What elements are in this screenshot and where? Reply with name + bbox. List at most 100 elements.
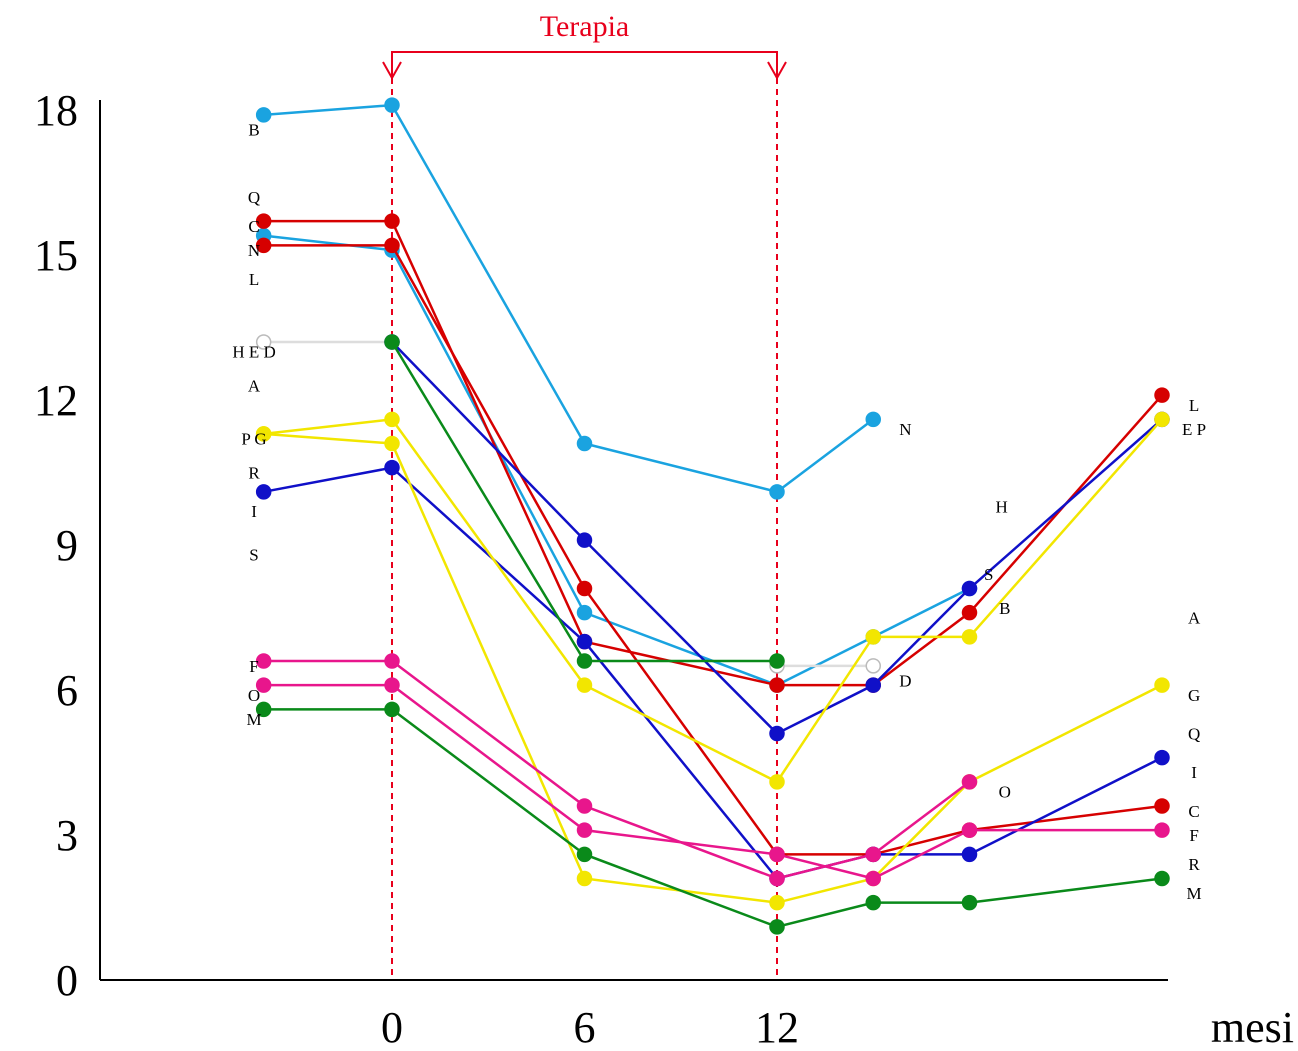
x-tick-label: 0 bbox=[381, 1003, 403, 1051]
data-point bbox=[865, 870, 881, 887]
data-point bbox=[576, 435, 593, 452]
series-line bbox=[263, 234, 971, 687]
patient-label: M bbox=[246, 710, 261, 729]
data-point bbox=[1154, 822, 1170, 838]
data-point bbox=[576, 633, 593, 650]
patient-label: S bbox=[249, 546, 258, 565]
patient-label: A bbox=[1188, 609, 1201, 628]
data-point bbox=[255, 701, 272, 718]
patient-label: L bbox=[249, 270, 259, 289]
data-point bbox=[576, 677, 593, 693]
data-point bbox=[576, 653, 593, 669]
patient-label: B bbox=[248, 120, 259, 139]
x-tick-label: 6 bbox=[574, 1003, 596, 1051]
data-point bbox=[769, 774, 785, 790]
series-12 bbox=[255, 653, 978, 887]
series-line bbox=[263, 103, 875, 494]
data-point bbox=[1154, 387, 1170, 403]
patient-label: I bbox=[1191, 763, 1197, 782]
series-13 bbox=[255, 677, 1170, 887]
data-point bbox=[255, 484, 272, 500]
x-axis-label: mesi bbox=[1211, 1003, 1294, 1051]
patient-label: R bbox=[248, 464, 260, 483]
data-point bbox=[255, 653, 272, 669]
data-point bbox=[865, 658, 881, 674]
patient-label: D bbox=[899, 671, 911, 690]
data-point bbox=[255, 426, 272, 442]
data-point bbox=[865, 677, 881, 693]
therapy-arrow-left bbox=[382, 61, 402, 81]
patient-label: H bbox=[995, 497, 1007, 516]
patient-label: C bbox=[248, 217, 259, 236]
therapy-arrow-right bbox=[767, 61, 787, 81]
data-point bbox=[769, 484, 785, 500]
data-point bbox=[865, 629, 881, 645]
data-point bbox=[865, 846, 881, 863]
y-tick-label: 18 bbox=[34, 86, 78, 135]
data-point bbox=[1154, 870, 1170, 887]
data-point bbox=[769, 846, 785, 863]
data-point bbox=[384, 653, 400, 669]
data-point bbox=[1154, 411, 1170, 428]
y-tick-label: 15 bbox=[34, 231, 78, 280]
therapy-label: Terapia bbox=[540, 10, 630, 43]
data-point bbox=[384, 677, 400, 693]
data-point bbox=[576, 846, 593, 863]
series-6 bbox=[255, 459, 1170, 887]
y-tick-label: 6 bbox=[56, 666, 78, 715]
patient-label: N bbox=[899, 420, 911, 439]
patient-label: F bbox=[249, 657, 258, 676]
series-8 bbox=[255, 411, 1170, 790]
data-point bbox=[576, 580, 593, 597]
data-point bbox=[384, 411, 400, 428]
data-point bbox=[769, 919, 785, 935]
series-layer bbox=[255, 97, 1170, 935]
data-point bbox=[384, 459, 400, 476]
series-5 bbox=[255, 334, 881, 674]
data-point bbox=[769, 870, 785, 887]
series-line bbox=[263, 244, 1163, 856]
series-3 bbox=[255, 213, 1170, 693]
patient-label: P G bbox=[241, 430, 266, 449]
data-point bbox=[961, 822, 978, 838]
data-point bbox=[255, 677, 272, 693]
data-point bbox=[769, 677, 785, 693]
therapy-layer: Terapia bbox=[382, 10, 787, 980]
data-point bbox=[961, 580, 978, 597]
data-point bbox=[865, 894, 881, 911]
y-tick-label: 0 bbox=[56, 956, 78, 1005]
data-point bbox=[384, 237, 400, 254]
patient-label: L bbox=[1189, 396, 1199, 415]
series-11 bbox=[255, 701, 1170, 935]
patient-label: B bbox=[999, 599, 1010, 618]
data-point bbox=[255, 334, 272, 350]
data-point bbox=[769, 894, 785, 911]
data-point bbox=[576, 798, 593, 814]
series-4 bbox=[255, 237, 1170, 863]
series-2 bbox=[255, 227, 978, 693]
data-point bbox=[576, 532, 593, 548]
data-point bbox=[961, 774, 978, 790]
patient-label: C bbox=[1188, 802, 1199, 821]
patient-label: I bbox=[251, 502, 257, 521]
data-point bbox=[1154, 798, 1170, 814]
patient-label: E P bbox=[1182, 420, 1206, 439]
patient-label: Q bbox=[1188, 725, 1200, 744]
data-point bbox=[255, 107, 272, 123]
y-tick-label: 9 bbox=[56, 521, 78, 570]
series-1 bbox=[255, 97, 881, 500]
data-point bbox=[961, 629, 978, 645]
patient-label: O bbox=[999, 783, 1011, 802]
data-point bbox=[576, 870, 593, 887]
therapy-bracket bbox=[391, 51, 778, 78]
data-point bbox=[1154, 677, 1170, 693]
y-tick-label: 12 bbox=[34, 376, 78, 425]
patient-label: M bbox=[1187, 884, 1202, 903]
data-point bbox=[961, 894, 978, 911]
series-line bbox=[263, 659, 971, 880]
data-point bbox=[769, 653, 785, 669]
patient-label: A bbox=[248, 377, 261, 396]
patient-label: Q bbox=[248, 188, 260, 207]
axes-layer: 0 3 6 9 12 15 18 0 6 12 mesi bbox=[34, 86, 1294, 1051]
